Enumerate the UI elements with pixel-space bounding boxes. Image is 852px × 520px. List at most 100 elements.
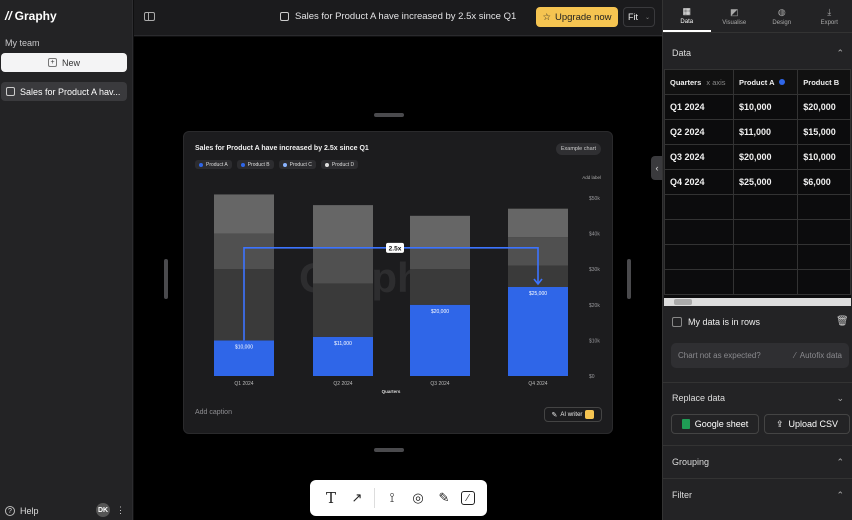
data-label[interactable]: $25,000 <box>529 291 547 297</box>
highlight-tool-icon[interactable]: ◎ <box>412 490 424 505</box>
filter-section-header[interactable]: Filter ⌃ <box>663 486 852 504</box>
fit-dropdown[interactable]: Fit ⌄ <box>623 7 655 27</box>
bar-segment[interactable] <box>313 205 373 248</box>
table-cell[interactable]: $20,000 <box>732 144 799 170</box>
table-cell[interactable] <box>664 219 734 245</box>
bar-segment[interactable] <box>410 215 470 248</box>
bar-segment[interactable] <box>313 247 373 284</box>
resize-handle-top[interactable] <box>374 113 404 117</box>
upload-csv-button[interactable]: ⇪ Upload CSV <box>764 414 850 434</box>
more-menu-icon[interactable]: ⋮ <box>116 505 125 515</box>
y-tick-label[interactable]: $20k <box>589 303 600 309</box>
trash-icon[interactable]: 🗑 <box>836 316 849 327</box>
bar-segment[interactable] <box>313 283 373 337</box>
x-tick-label[interactable]: Q4 2024 <box>528 381 547 387</box>
chart-card-title[interactable]: Sales for Product A have increased by 2.… <box>195 145 369 152</box>
resize-handle-left[interactable] <box>164 259 168 299</box>
x-tick-label[interactable]: Q2 2024 <box>333 381 352 387</box>
bar-segment[interactable] <box>410 269 470 305</box>
series-color-dot-icon[interactable] <box>779 78 786 85</box>
arrow-tool-icon[interactable]: ↗ <box>351 490 363 505</box>
bar-segment[interactable] <box>214 340 274 376</box>
chart-card[interactable]: Sales for Product A have increased by 2.… <box>183 131 613 434</box>
data-label[interactable]: $11,000 <box>334 341 352 347</box>
legend-item[interactable]: Product D <box>320 160 359 169</box>
avatar[interactable]: DK <box>96 503 110 517</box>
resize-handle-bottom[interactable] <box>374 448 404 452</box>
x-tick-label[interactable]: Q1 2024 <box>234 381 253 387</box>
table-cell[interactable]: $11,000 <box>732 119 799 145</box>
bar-segment[interactable] <box>508 287 568 376</box>
ai-writer-button[interactable]: ✎ AI writer <box>544 407 602 422</box>
chart-title[interactable]: Sales for Product A have increased by 2.… <box>280 11 516 22</box>
table-cell[interactable] <box>732 219 799 245</box>
table-header-cell[interactable]: Product B <box>797 69 851 95</box>
table-cell[interactable]: Q2 2024 <box>664 119 734 145</box>
data-grid[interactable]: Quarters x axis Product A Product B Q1 2… <box>664 69 851 298</box>
tab-design[interactable]: ◍ Design <box>758 0 806 32</box>
logo[interactable]: // Graphy <box>5 9 57 23</box>
bar-segment[interactable] <box>410 304 470 376</box>
replace-data-header[interactable]: Replace data ⌄ <box>663 389 852 407</box>
data-in-rows-toggle[interactable]: My data is in rows <box>672 317 760 327</box>
table-header-cell[interactable]: Product A <box>732 69 799 95</box>
x-axis-title[interactable]: Quarters <box>382 389 401 394</box>
table-cell[interactable] <box>797 244 851 270</box>
toggle-sidebar-icon[interactable] <box>144 12 155 21</box>
data-section-header[interactable]: Data ⌃ <box>663 44 852 62</box>
data-label[interactable]: $20,000 <box>431 309 449 315</box>
grouping-section-header[interactable]: Grouping ⌃ <box>663 453 852 471</box>
table-cell[interactable]: $20,000 <box>797 94 851 120</box>
table-cell[interactable] <box>732 244 799 270</box>
sidebar-chart-item[interactable]: Sales for Product A hav... <box>1 82 127 101</box>
scrollbar-thumb[interactable] <box>674 299 692 305</box>
table-cell[interactable]: $10,000 <box>797 144 851 170</box>
tab-visualise[interactable]: ◩ Visualise <box>711 0 759 32</box>
caption-input[interactable]: Add caption <box>195 409 232 416</box>
bar-segment[interactable] <box>313 336 373 376</box>
table-cell[interactable]: $6,000 <box>797 169 851 195</box>
pen-tool-icon[interactable]: ✎ <box>438 490 450 505</box>
y-tick-label[interactable]: $40k <box>589 232 600 238</box>
table-cell[interactable]: Q3 2024 <box>664 144 734 170</box>
team-name[interactable]: My team <box>5 38 40 48</box>
new-button[interactable]: + New <box>1 53 127 72</box>
text-tool-icon[interactable]: T <box>325 489 336 507</box>
table-cell[interactable]: Q4 2024 <box>664 169 734 195</box>
table-cell[interactable] <box>797 269 851 295</box>
y-tick-label[interactable]: $50k <box>589 196 600 202</box>
table-header-cell[interactable]: Quarters x axis <box>664 69 734 95</box>
trend-tool-icon[interactable]: ⁄ <box>461 491 475 505</box>
y-tick-label[interactable]: $10k <box>589 338 600 344</box>
data-label[interactable]: $10,000 <box>235 344 253 350</box>
table-cell[interactable] <box>797 194 851 220</box>
bar-segment[interactable] <box>214 194 274 234</box>
table-cell[interactable] <box>797 219 851 245</box>
table-cell[interactable] <box>664 194 734 220</box>
table-cell[interactable]: $10,000 <box>732 94 799 120</box>
y-tick-label[interactable]: $30k <box>589 267 600 273</box>
shape-tool-icon[interactable]: ⟟ <box>389 490 395 505</box>
help-link[interactable]: ? Help <box>5 506 39 516</box>
upgrade-button[interactable]: ☆ Upgrade now <box>536 7 618 27</box>
add-label-link[interactable]: Add label <box>582 175 601 180</box>
checkbox[interactable] <box>672 317 682 327</box>
table-cell[interactable] <box>732 269 799 295</box>
tab-export[interactable]: ⤓ Export <box>806 0 852 32</box>
horizontal-scrollbar[interactable] <box>664 298 851 306</box>
x-tick-label[interactable]: Q3 2024 <box>430 381 449 387</box>
legend-item[interactable]: Product A <box>195 160 232 169</box>
table-cell[interactable] <box>664 244 734 270</box>
autofix-button[interactable]: ⁄ Autofix data <box>794 351 842 360</box>
table-cell[interactable] <box>664 269 734 295</box>
legend-item[interactable]: Product C <box>278 160 316 169</box>
table-cell[interactable]: Q1 2024 <box>664 94 734 120</box>
resize-handle-right[interactable] <box>627 259 631 299</box>
tab-data[interactable]: ▦ Data <box>663 0 711 32</box>
collapse-panel-button[interactable]: ‹ <box>651 156 663 180</box>
legend-item[interactable]: Product B <box>236 160 274 169</box>
growth-badge[interactable] <box>386 242 404 253</box>
table-cell[interactable]: $15,000 <box>797 119 851 145</box>
y-tick-label[interactable]: $0 <box>589 374 595 380</box>
bar-segment[interactable] <box>410 247 470 270</box>
